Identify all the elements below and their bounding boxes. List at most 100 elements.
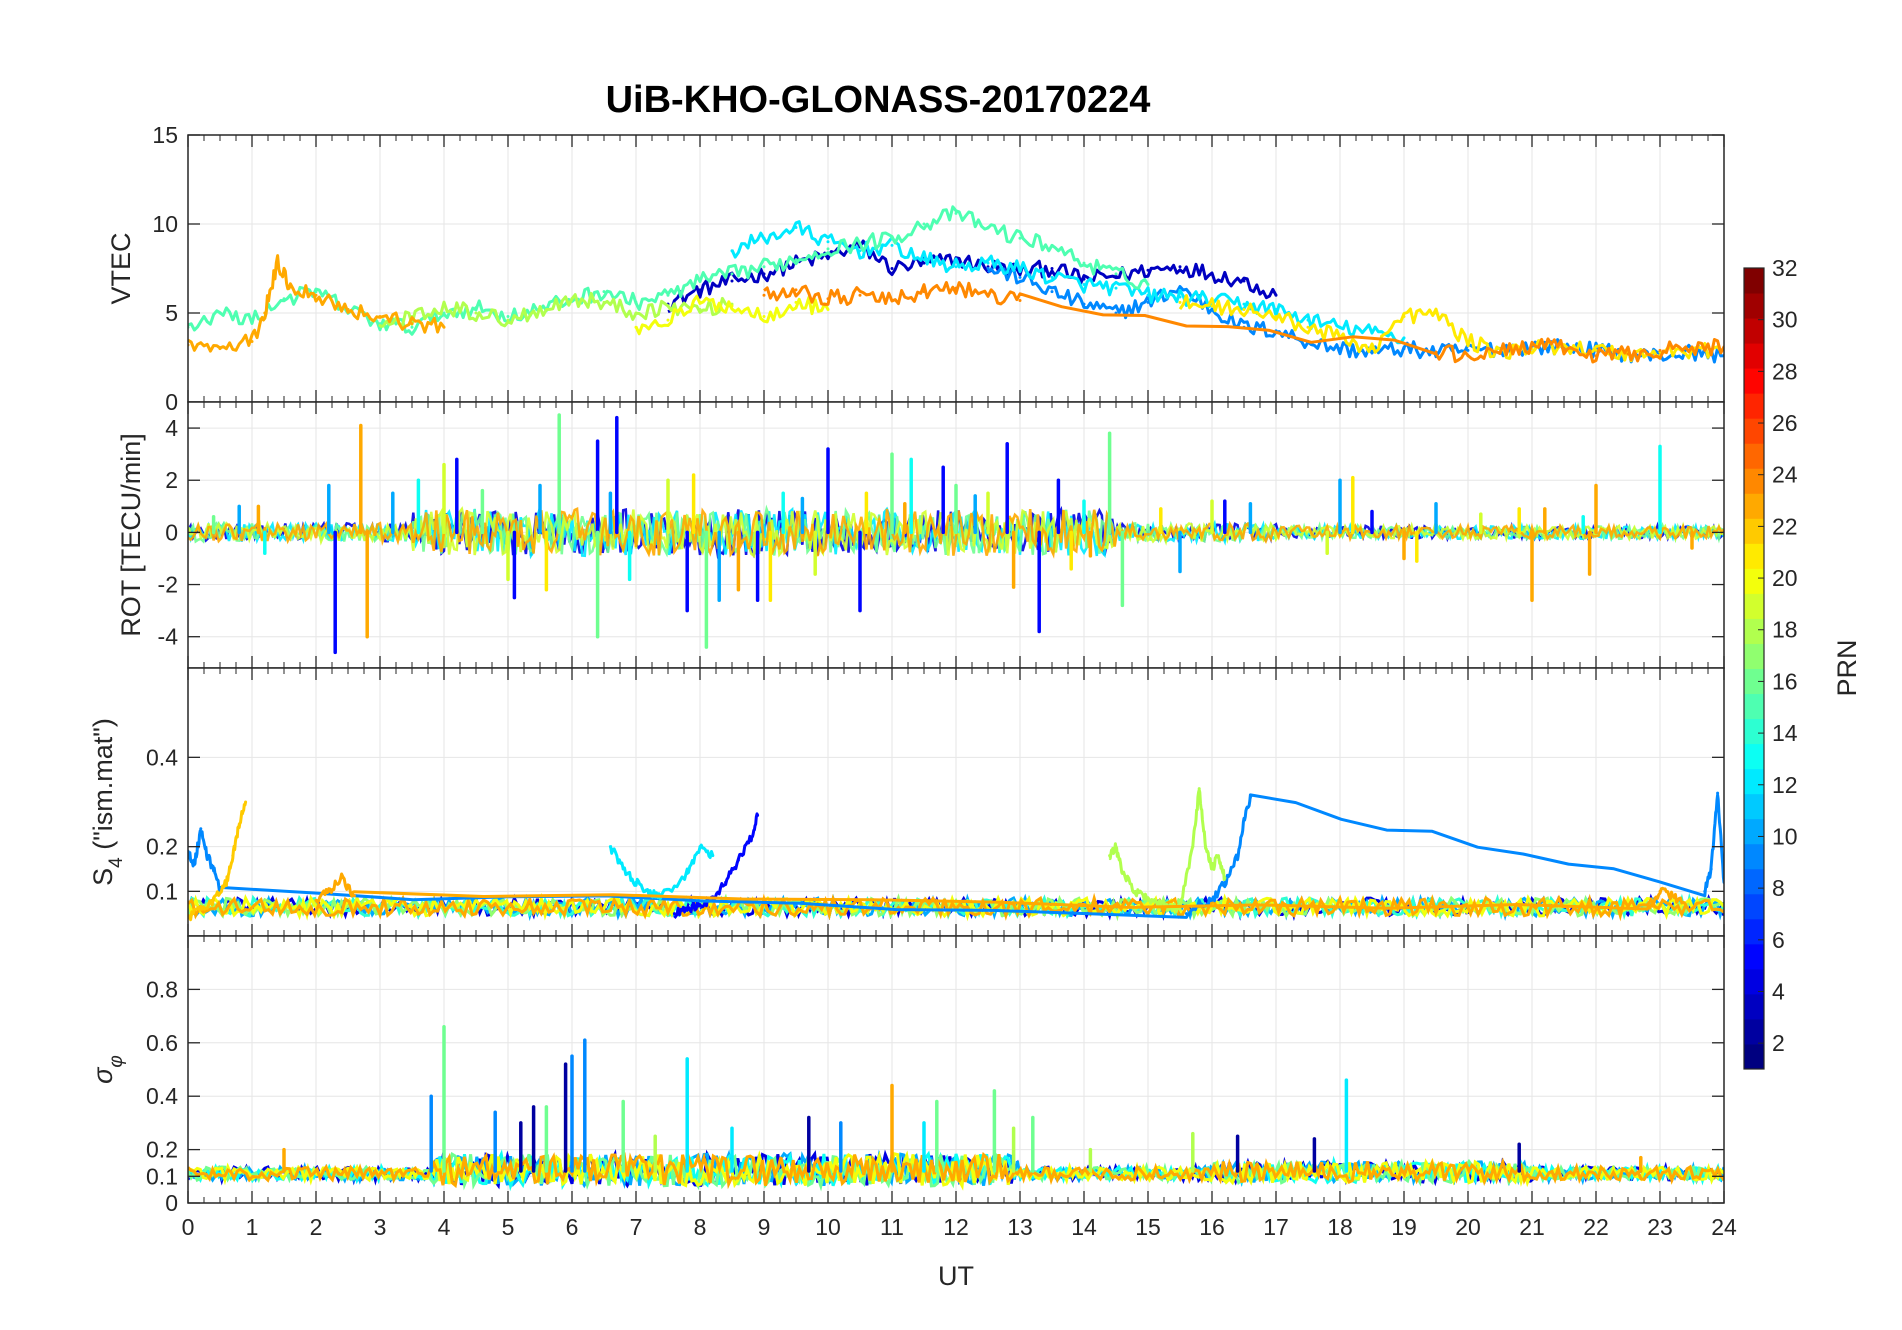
colorbar-swatch	[1744, 868, 1764, 895]
data-point	[1274, 307, 1278, 311]
colorbar-tick-label: 22	[1772, 513, 1798, 539]
x-ticks-sigma_phi: 00.10.20.40.60.80 1 2 3 4 5 6 7 8 9 10 11 12 13 14 15 16…	[146, 936, 1737, 1240]
series-group-vtec	[188, 205, 1724, 364]
x-tick-label: 11	[880, 1214, 904, 1240]
series-prn-5	[333, 415, 1374, 655]
colorbar-tick-label: 2	[1772, 1030, 1785, 1056]
data-point	[794, 258, 798, 262]
data-point	[762, 272, 766, 276]
data-point	[762, 315, 766, 319]
data-point	[352, 894, 356, 898]
x-tick-label: 20	[1455, 1214, 1481, 1240]
data-point	[1274, 315, 1278, 319]
colorbar-tick-label: 6	[1772, 927, 1785, 953]
x-tick-label: 21	[1519, 1214, 1545, 1240]
data-point	[685, 871, 689, 875]
data-point	[1216, 854, 1220, 858]
data-point	[276, 261, 280, 265]
data-point	[1671, 894, 1675, 898]
data-point	[1658, 889, 1662, 893]
data-point	[986, 226, 990, 230]
data-point	[1082, 283, 1086, 287]
line-prn-22	[188, 801, 248, 922]
x-tick-label: 24	[1711, 1214, 1737, 1240]
data-point	[205, 854, 209, 858]
data-point	[1146, 300, 1150, 304]
colorbar-swatch	[1744, 393, 1764, 419]
data-point	[730, 279, 734, 283]
series-group-rot	[188, 413, 1724, 655]
colorbar-tick-label: 14	[1772, 720, 1798, 746]
data-point	[237, 822, 241, 826]
data-point	[1370, 347, 1374, 351]
x-tick-label: 0	[182, 1214, 195, 1240]
data-point	[1191, 845, 1195, 849]
data-point	[1223, 876, 1227, 880]
data-point	[1197, 787, 1201, 791]
y-axis-label-rot: ROT [TECU/min]	[116, 433, 146, 637]
line-prn-23	[188, 254, 446, 353]
data-point	[826, 307, 830, 311]
y-tick-label: 0.8	[146, 976, 178, 1002]
colorbar-swatch	[1744, 993, 1764, 1020]
data-point	[1210, 304, 1214, 308]
colorbar-swatch	[1744, 843, 1764, 870]
x-tick-label: 6	[566, 1214, 579, 1240]
grid-s4	[187, 668, 1725, 936]
data-point	[698, 903, 702, 907]
data-point	[538, 307, 542, 311]
data-point	[1236, 854, 1240, 858]
colorbar-tick-label: 10	[1772, 823, 1798, 849]
colorbar-swatch	[1744, 818, 1764, 845]
data-point	[378, 315, 382, 319]
data-point	[794, 226, 798, 230]
data-point	[1242, 279, 1246, 283]
data-point	[1114, 286, 1118, 290]
data-point	[730, 272, 734, 276]
data-point	[1082, 261, 1086, 265]
series-prn-23	[256, 423, 1694, 639]
data-point	[858, 242, 862, 246]
data-point	[1210, 867, 1214, 871]
series-prn-10	[237, 478, 1438, 602]
data-point	[250, 339, 254, 343]
data-point	[1018, 299, 1022, 303]
colorbar-swatch	[1744, 718, 1764, 745]
series-prn-19	[442, 462, 1483, 582]
colorbar-tick-label: 28	[1772, 358, 1798, 384]
data-point	[1133, 889, 1137, 893]
data-point	[1709, 867, 1713, 871]
data-point	[231, 854, 235, 858]
data-point	[1210, 898, 1214, 902]
y-axis-label-s4: S4 ("ism.mat")	[88, 718, 127, 886]
x-tick-label: 2	[310, 1214, 323, 1240]
data-point	[506, 318, 510, 322]
colorbar-swatch	[1744, 318, 1764, 344]
data-point	[1466, 339, 1470, 343]
data-point	[730, 304, 734, 308]
data-point	[474, 311, 478, 315]
data-point	[756, 813, 760, 817]
data-point	[327, 889, 331, 893]
colorbar-label: PRN	[1832, 639, 1862, 696]
data-point	[244, 800, 248, 804]
y-tick-label: 15	[152, 122, 178, 148]
data-point	[1370, 331, 1374, 335]
colorbar-tick-label: 24	[1772, 462, 1798, 488]
data-point	[1338, 325, 1342, 329]
colorbar-swatch	[1744, 668, 1764, 695]
data-point	[698, 845, 702, 849]
x-tick-label: 23	[1647, 1214, 1673, 1240]
data-point	[1684, 903, 1688, 907]
data-point	[1050, 290, 1054, 294]
y-tick-label: 0.4	[146, 1083, 178, 1109]
data-point	[1402, 315, 1406, 319]
panel-vtec: 0 5 10 15 VTEC	[106, 122, 1725, 415]
data-point	[192, 863, 196, 867]
y-tick-label: 0	[165, 519, 178, 545]
data-point	[922, 258, 926, 262]
data-point	[340, 876, 344, 880]
line-prn-20	[634, 294, 830, 336]
x-tick-label: 15	[1135, 1214, 1161, 1240]
colorbar-swatch	[1744, 1043, 1764, 1070]
